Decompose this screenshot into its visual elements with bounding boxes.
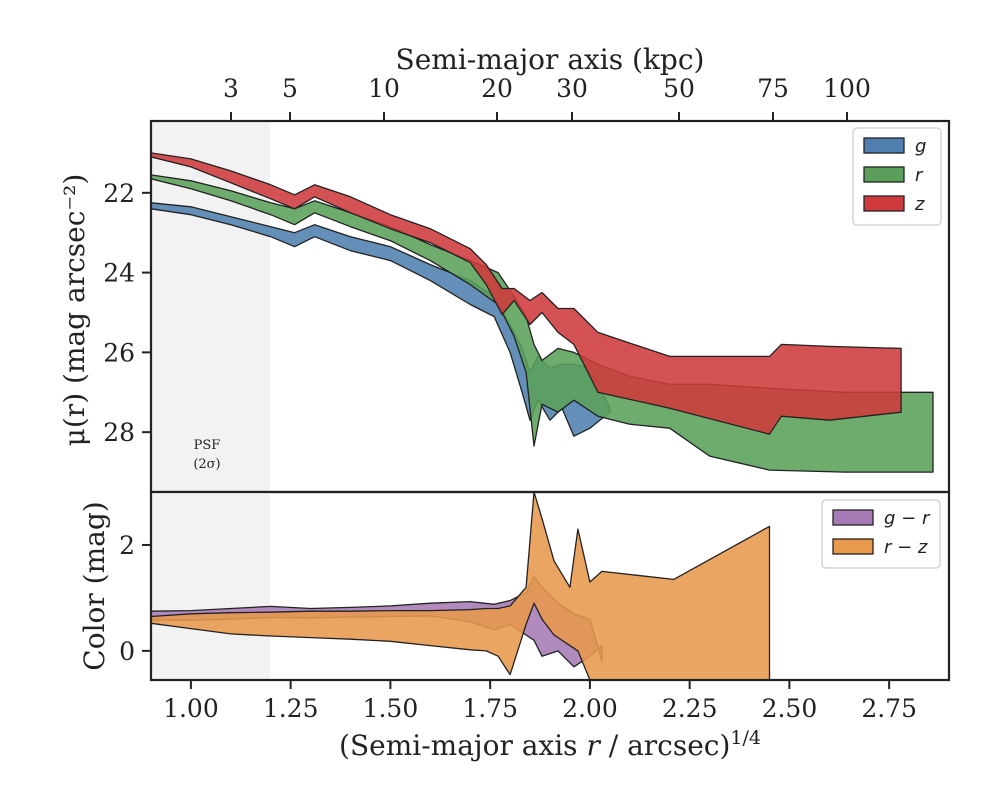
bottom-xtick-label-3: 1.75 bbox=[462, 694, 518, 723]
bottom-xtick-label-1: 1.25 bbox=[263, 694, 319, 723]
bottom-legend: g − r r − z bbox=[821, 499, 941, 569]
top-legend: grz bbox=[852, 127, 942, 226]
kpc-tick-label-7: 100 bbox=[823, 74, 871, 103]
kpc-tick-label-6: 75 bbox=[757, 74, 789, 103]
psf-label-line1: PSF bbox=[194, 438, 221, 453]
bottom-band-1 bbox=[151, 492, 771, 680]
bottom-xtick-label-7: 2.75 bbox=[861, 694, 917, 723]
kpc-tick-label-4: 30 bbox=[556, 74, 588, 103]
top-areas bbox=[151, 152, 934, 473]
bottom-legend-label-1: r − z bbox=[884, 537, 928, 558]
top-legend-swatch-0 bbox=[863, 137, 905, 154]
top-y-axis-title: μ(r) (mag arcsec⁻²) bbox=[58, 174, 91, 447]
kpc-tick-label-0: 3 bbox=[223, 74, 239, 103]
top-ytick-label-2: 26 bbox=[103, 338, 135, 367]
top-axis-title: Semi-major axis (kpc) bbox=[396, 43, 705, 76]
kpc-tick-label-3: 20 bbox=[481, 74, 513, 103]
top-legend-swatch-2 bbox=[863, 195, 905, 212]
top-band-2 bbox=[151, 152, 902, 435]
top-legend-label-2: z bbox=[914, 194, 925, 215]
bottom-ytick-label-1: 2 bbox=[119, 531, 135, 560]
bottom-xtick-label-4: 2.00 bbox=[562, 694, 618, 723]
top-legend-label-1: r bbox=[915, 165, 924, 186]
bottom-legend-swatch-1 bbox=[832, 538, 874, 555]
top-ytick-label-1: 24 bbox=[103, 259, 135, 288]
kpc-tick-label-2: 10 bbox=[368, 74, 400, 103]
bottom-x-ticks: 1.00 1.25 1.50 1.75 2.00 2.25 2.50 2.75 bbox=[163, 680, 917, 723]
bottom-panel: 1.00 1.25 1.50 1.75 2.00 2.25 2.50 2.75 02 (Sem… bbox=[78, 490, 951, 762]
kpc-tick-label-5: 50 bbox=[663, 74, 695, 103]
top-legend-label-0: g bbox=[915, 136, 926, 157]
kpc-tick-label-1: 5 bbox=[282, 74, 298, 103]
bottom-frame bbox=[149, 490, 951, 682]
bottom-y-ticks: 02 bbox=[119, 531, 151, 666]
top-legend-swatch-1 bbox=[863, 166, 905, 183]
bottom-xtick-label-2: 1.50 bbox=[363, 694, 419, 723]
bottom-xtick-label-5: 2.25 bbox=[662, 694, 718, 723]
top-y-ticks: 22 24 26 28 bbox=[103, 179, 151, 447]
bottom-areas bbox=[151, 492, 771, 680]
top-ytick-label-3: 28 bbox=[103, 418, 135, 447]
top-panel: 3 5 10 20 30 50 75 100 22 24 26 28 Semi-major axis… bbox=[58, 43, 951, 494]
bottom-x-axis-title: (Semi-major axis r / arcsec)1/4 bbox=[339, 727, 761, 762]
bottom-ytick-label-0: 0 bbox=[119, 637, 135, 666]
bottom-y-axis-title: Color (mag) bbox=[78, 501, 111, 670]
top-ytick-label-0: 22 bbox=[103, 179, 135, 208]
top-kpc-ticks: 3 5 10 20 30 50 75 100 bbox=[223, 74, 871, 121]
bottom-legend-swatch-0 bbox=[832, 509, 874, 526]
top-psf-region bbox=[151, 121, 270, 492]
bottom-xtick-label-0: 1.00 bbox=[163, 694, 219, 723]
bottom-legend-label-0: g − r bbox=[884, 508, 931, 529]
psf-label-line2: (2σ) bbox=[193, 457, 220, 472]
bottom-psf-region bbox=[151, 492, 270, 680]
bottom-xtick-label-6: 2.50 bbox=[762, 694, 818, 723]
